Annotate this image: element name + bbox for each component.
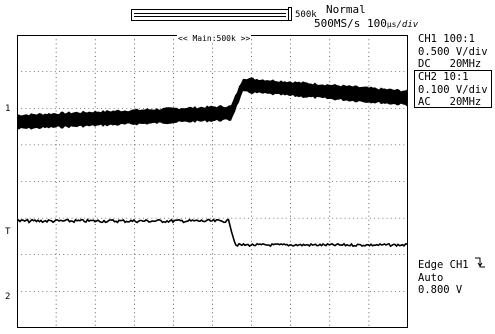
ch2-info-box[interactable] [414,70,492,108]
timebase-div: div [401,20,419,30]
ch2-bandwidth: 20MHz [449,96,482,108]
ch2-probe: 10:1 [443,71,469,83]
ch1-coupling: DC [418,58,431,70]
timebase-value: 100 [366,17,387,30]
falling-edge-icon [474,257,485,268]
ch1-ground-marker-label: 1 [5,104,11,114]
graticule [17,35,408,328]
ch2-scale: 0.100 V/div [418,83,488,96]
trigger-level-marker-label: T [5,227,11,237]
ch2-ground-marker[interactable]: 2 [5,293,10,302]
ch2-info[interactable]: CH2 10:1 0.100 V/div AC 20MHz [418,71,488,109]
trigger-level: 0.800 V [418,284,463,296]
ch1-trace [17,77,407,130]
trigger-type: Edge [418,259,444,271]
ch2-coupling: AC [418,96,431,108]
ch2-name: CH2 [418,71,437,83]
acquisition-mode: Normal [326,3,366,16]
record-length-label: 500k [295,10,317,20]
ch2-trace [17,218,408,248]
sample-rate-timebase: 500MS/s 100µs/div [314,17,419,30]
trigger-source: CH1 [449,259,469,271]
ch2-ground-marker-label: 2 [5,292,11,302]
sample-rate: 500MS/s [314,17,361,30]
ch1-info[interactable]: CH1 100:1 0.500 V/div DC 20MHz [418,33,488,71]
zoom-indicator: << Main:500k >> [177,34,252,43]
ch1-scale: 0.500 V/div [418,45,488,58]
ch1-ground-marker[interactable]: 1 [5,105,10,114]
record-position-cursor[interactable] [288,7,292,21]
ch1-bandwidth: 20MHz [449,58,482,70]
waveform-display[interactable]: << Main:500k >> [17,34,408,328]
trigger-info[interactable]: Edge CH1 Auto 0.800 V [418,257,485,297]
acquisition-header: 500k Normal 500MS/s 100µs/div [0,0,495,32]
timebase-unit: µs [386,20,397,29]
ch1-name: CH1 [418,33,437,45]
ch1-probe: 100:1 [443,33,475,45]
trigger-level-marker[interactable]: T [5,228,10,237]
record-position-bar[interactable] [131,9,289,21]
trigger-mode: Auto [418,271,444,284]
